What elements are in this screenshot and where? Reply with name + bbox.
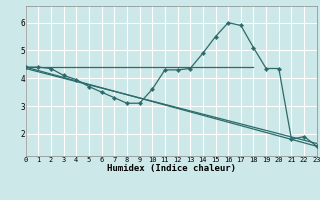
X-axis label: Humidex (Indice chaleur): Humidex (Indice chaleur)	[107, 164, 236, 173]
